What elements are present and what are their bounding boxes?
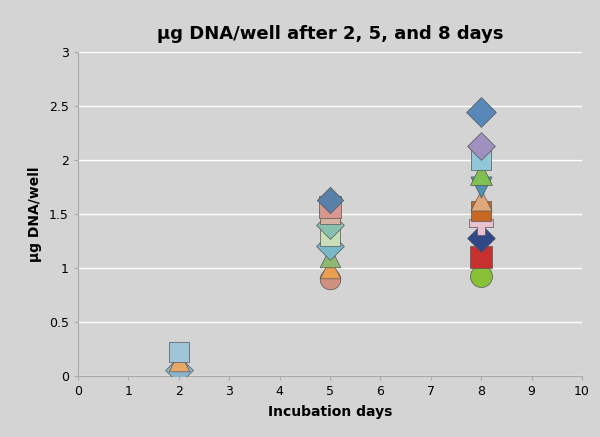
Point: [476, 197, 486, 204]
Point: [325, 197, 335, 204]
Point: [476, 171, 486, 178]
Point: [174, 367, 184, 374]
Point: [325, 222, 335, 229]
Point: [325, 264, 335, 271]
Point: [174, 357, 184, 364]
Point: [476, 108, 486, 115]
Point: [325, 243, 335, 250]
Point: [476, 254, 486, 261]
Point: [476, 272, 486, 279]
X-axis label: Incubation days: Incubation days: [268, 405, 392, 419]
Point: [476, 184, 486, 191]
Point: [476, 143, 486, 150]
Point: [476, 157, 486, 164]
Point: [476, 208, 486, 215]
Point: [325, 275, 335, 282]
Point: [174, 349, 184, 356]
Point: [325, 211, 335, 218]
Point: [325, 232, 335, 239]
Point: [476, 219, 486, 226]
Point: [476, 234, 486, 241]
Y-axis label: μg DNA/well: μg DNA/well: [28, 166, 42, 262]
Title: μg DNA/well after 2, 5, and 8 days: μg DNA/well after 2, 5, and 8 days: [157, 24, 503, 42]
Point: [325, 203, 335, 210]
Point: [325, 254, 335, 261]
